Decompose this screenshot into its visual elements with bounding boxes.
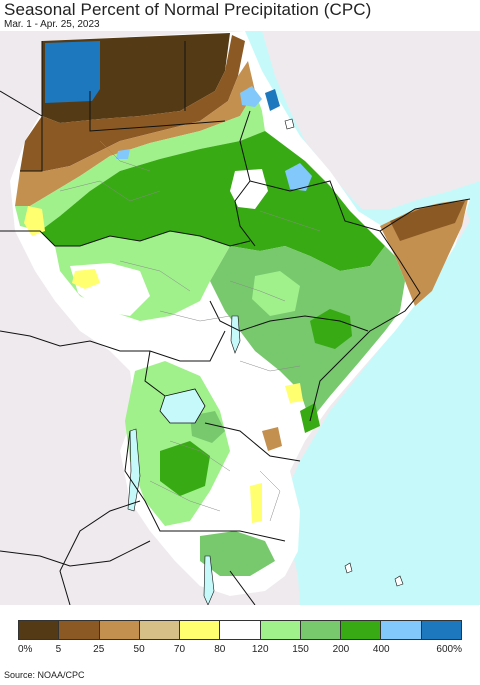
map-title: Seasonal Percent of Normal Precipitation… <box>4 0 372 19</box>
region-mozambique-green <box>200 531 275 576</box>
legend-label-9: 400 <box>372 644 390 655</box>
legend: 0% 5 25 50 70 80 120 150 200 400 600% <box>18 620 462 662</box>
region-extreme-wet-4 <box>116 149 130 159</box>
region-tanzania-core <box>160 441 210 496</box>
region-normal-center <box>230 169 268 209</box>
legend-label-1: 5 <box>55 644 62 655</box>
lake-tanganyika <box>127 428 141 512</box>
legend-swatch-5 <box>220 621 261 639</box>
legend-label-5: 80 <box>214 644 226 655</box>
legend-swatch-0 <box>19 621 60 639</box>
legend-label-3: 50 <box>133 644 145 655</box>
legend-swatch-7 <box>300 621 342 639</box>
legend-swatch-2 <box>99 621 140 639</box>
map-svg <box>0 31 480 605</box>
region-below-normal-2 <box>285 383 303 403</box>
source-credit: Source: NOAA/CPC <box>4 670 85 680</box>
region-kenya-core <box>310 309 352 349</box>
precipitation-map <box>0 31 480 605</box>
legend-label-4: 70 <box>173 644 186 655</box>
date-range: Mar. 1 - Apr. 25, 2023 <box>4 19 100 30</box>
region-somalia-very-dry <box>390 201 465 241</box>
region-above-normal-north <box>15 91 265 231</box>
legend-swatch-8 <box>341 621 382 639</box>
region-extreme-wet-2 <box>240 86 262 107</box>
islands <box>284 118 404 587</box>
region-tan-spot <box>262 427 282 451</box>
region-kenya-light <box>252 271 300 316</box>
region-dry <box>20 35 245 171</box>
legend-swatch-3 <box>139 621 181 639</box>
legend-swatch-10 <box>421 621 461 639</box>
lake-malawi <box>203 555 215 605</box>
region-extreme-wet-1 <box>285 163 312 191</box>
legend-swatch-4 <box>180 621 221 639</box>
region-below-normal <box>15 61 255 206</box>
legend-labels: 0% 5 25 50 70 80 120 150 200 400 600% <box>18 644 462 658</box>
lake-victoria <box>159 388 206 424</box>
country-borders <box>0 41 471 605</box>
region-coast-green <box>300 403 320 433</box>
legend-label-8: 200 <box>332 644 350 655</box>
legend-swatch-9 <box>381 621 422 639</box>
legend-bar <box>18 620 462 640</box>
legend-swatch-6 <box>260 621 301 639</box>
region-below-normal-3 <box>250 483 262 523</box>
region-below-normal-1 <box>72 269 100 289</box>
legend-label-2: 25 <box>93 644 105 655</box>
legend-swatch-1 <box>59 621 100 639</box>
region-extreme-wet-5 <box>265 89 280 111</box>
legend-label-6: 120 <box>251 644 269 655</box>
region-extreme-wet-3 <box>45 41 100 103</box>
admin-borders <box>59 140 321 522</box>
legend-label-10: 600% <box>436 644 462 655</box>
legend-label-0: 0% <box>18 644 33 655</box>
region-below-normal-4 <box>24 206 45 236</box>
arabia-land <box>262 31 480 209</box>
legend-label-7: 150 <box>292 644 309 655</box>
lake-turkana <box>230 315 241 354</box>
region-tanzania-medium <box>190 411 225 443</box>
